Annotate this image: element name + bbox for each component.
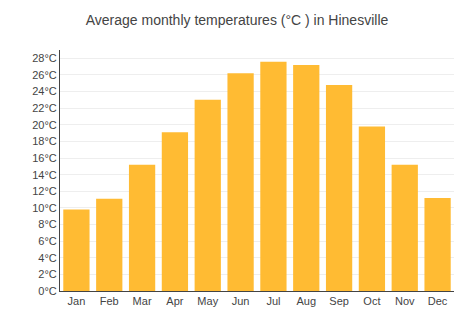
svg-text:Feb: Feb (100, 295, 119, 307)
svg-text:Sep: Sep (329, 295, 349, 307)
svg-text:8°C: 8°C (38, 218, 57, 230)
svg-text:Oct: Oct (363, 295, 380, 307)
svg-text:Dec: Dec (428, 295, 448, 307)
svg-text:22°C: 22°C (32, 102, 57, 114)
svg-text:2°C: 2°C (38, 268, 57, 280)
svg-text:4°C: 4°C (38, 252, 57, 264)
svg-text:6°C: 6°C (38, 235, 57, 247)
svg-text:Jul: Jul (266, 295, 280, 307)
svg-text:16°C: 16°C (32, 152, 57, 164)
svg-text:Aug: Aug (296, 295, 316, 307)
svg-text:18°C: 18°C (32, 135, 57, 147)
svg-text:Apr: Apr (166, 295, 183, 307)
svg-text:Average monthly temperatures (: Average monthly temperatures (°C ) in Hi… (86, 12, 389, 28)
svg-text:14°C: 14°C (32, 169, 57, 181)
svg-text:28°C: 28°C (32, 52, 57, 64)
svg-text:Mar: Mar (133, 295, 152, 307)
svg-text:24°C: 24°C (32, 85, 57, 97)
svg-text:May: May (197, 295, 218, 307)
svg-text:Jan: Jan (68, 295, 86, 307)
svg-text:12°C: 12°C (32, 185, 57, 197)
svg-text:Nov: Nov (395, 295, 415, 307)
svg-text:Jun: Jun (232, 295, 250, 307)
svg-text:20°C: 20°C (32, 119, 57, 131)
svg-text:26°C: 26°C (32, 69, 57, 81)
svg-text:0°C: 0°C (38, 285, 57, 297)
svg-text:10°C: 10°C (32, 202, 57, 214)
